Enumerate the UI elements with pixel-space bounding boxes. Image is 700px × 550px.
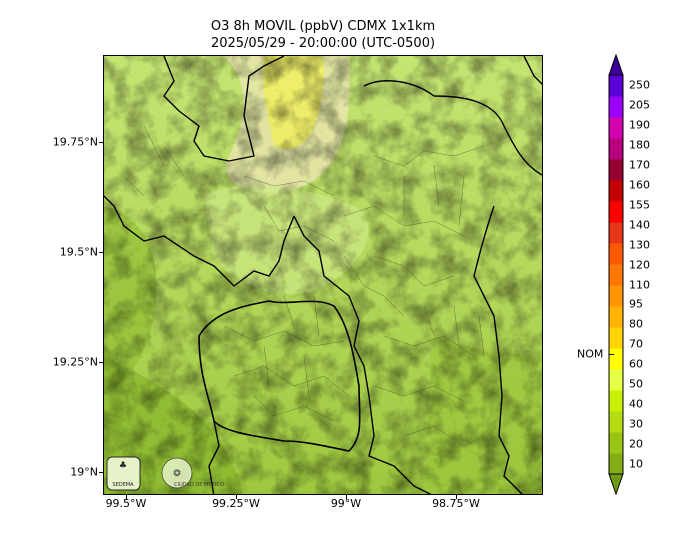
colorbar-tick-label: 120 bbox=[629, 258, 650, 271]
colorbar-segment bbox=[609, 222, 623, 244]
colorbar-segment bbox=[609, 432, 623, 454]
colorbar-segment bbox=[609, 327, 623, 349]
lon-tick-mark bbox=[456, 495, 457, 499]
colorbar-max-extension bbox=[608, 53, 624, 76]
cdmx-logo-text: CIUDAD DE MÉXICO bbox=[174, 480, 224, 488]
nom-label: NOM bbox=[577, 347, 604, 361]
colorbar-tick-label: 205 bbox=[629, 98, 650, 112]
lat-tick-label: 19.25°N bbox=[52, 355, 98, 369]
sedema-logo: ♣ SEDEMA bbox=[106, 456, 141, 491]
state-boundary bbox=[104, 195, 295, 287]
lat-tick-mark bbox=[99, 362, 103, 363]
state-boundary bbox=[163, 56, 230, 162]
colorbar-segment bbox=[609, 390, 623, 412]
colorbar-tick-label: 30 bbox=[629, 417, 643, 431]
ozone-colorbar bbox=[608, 53, 624, 496]
colorbar-outline bbox=[608, 74, 624, 475]
colorbar-tick-label: 180 bbox=[629, 138, 650, 152]
state-boundary bbox=[363, 80, 542, 176]
colorbar-segment bbox=[609, 306, 623, 328]
lon-tick-label: 98.75°W bbox=[432, 497, 480, 510]
colorbar-tick-label: 10 bbox=[629, 457, 643, 471]
tree-icon: ♣ bbox=[119, 461, 127, 471]
colorbar-segment bbox=[609, 180, 623, 202]
colorbar-tick-label: 40 bbox=[629, 397, 643, 411]
lat-tick-mark bbox=[99, 472, 103, 473]
colorbar-segment bbox=[609, 453, 623, 475]
ozone-map: ♣ SEDEMA ❂ CIUDAD DE MÉXICO bbox=[103, 55, 543, 495]
colorbar-min-extension bbox=[608, 473, 624, 496]
colorbar-segment bbox=[609, 285, 623, 307]
lon-tick-mark bbox=[346, 495, 347, 499]
cdmx-boundary bbox=[198, 300, 361, 452]
lat-tick-label: 19°N bbox=[70, 465, 98, 479]
colorbar-tick-label: 160 bbox=[629, 178, 650, 192]
colorbar-tick-label: 70 bbox=[629, 337, 643, 351]
colorbar-segment bbox=[609, 96, 623, 118]
municipal-boundaries bbox=[123, 125, 485, 447]
colorbar-tick-label: 250 bbox=[629, 78, 650, 92]
colorbar-tick-label: 110 bbox=[629, 278, 650, 291]
state-boundary bbox=[228, 56, 285, 162]
state-boundary bbox=[293, 215, 432, 494]
cdmx-logo: ❂ CIUDAD DE MÉXICO bbox=[161, 457, 224, 489]
lon-tick-mark bbox=[126, 495, 127, 499]
nom-tick-mark bbox=[609, 354, 614, 356]
colorbar-segment bbox=[609, 201, 623, 223]
colorbar-segment bbox=[609, 369, 623, 391]
chart-subtitle-timestamp: 2025/05/29 - 20:00:00 (UTC-0500) bbox=[210, 36, 436, 51]
colorbar-segment bbox=[609, 264, 623, 286]
colorbar-segment bbox=[609, 75, 623, 97]
chart-title: O3 8h MOVIL (ppbV) CDMX 1x1km bbox=[210, 19, 436, 34]
colorbar-segment bbox=[609, 138, 623, 160]
colorbar-tick-label: 20 bbox=[629, 437, 643, 451]
lon-tick-label: 99.5°W bbox=[105, 497, 147, 510]
lon-tick-mark bbox=[236, 495, 237, 499]
terrain-hillshade bbox=[104, 56, 542, 494]
lon-tick-label: 99.25°W bbox=[212, 497, 260, 510]
state-boundary bbox=[473, 205, 523, 494]
state-boundary bbox=[523, 56, 542, 85]
colorbar-tick-label: 60 bbox=[629, 357, 643, 371]
colorbar-tick-label: 95 bbox=[629, 297, 643, 311]
colorbar-segment bbox=[609, 411, 623, 433]
sedema-logo-text: SEDEMA bbox=[112, 482, 134, 488]
lat-tick-mark bbox=[99, 252, 103, 253]
colorbar-segment bbox=[609, 117, 623, 139]
lat-tick-label: 19.5°N bbox=[59, 245, 98, 259]
colorbar-tick-label: 80 bbox=[629, 317, 643, 331]
colorbar-segment bbox=[609, 348, 623, 370]
colorbar-tick-label: 140 bbox=[629, 218, 650, 232]
colorbar-tick-label: 155 bbox=[629, 198, 650, 212]
colorbar-tick-label: 170 bbox=[629, 158, 650, 172]
lon-tick-label: 99°W bbox=[330, 497, 362, 510]
colorbar-segment bbox=[609, 159, 623, 181]
colorbar-tick-label: 190 bbox=[629, 118, 650, 132]
lat-tick-label: 19.75°N bbox=[52, 135, 98, 149]
colorbar-tick-label: 130 bbox=[629, 238, 650, 252]
cdmx-seal-icon: ❂ bbox=[173, 469, 181, 479]
lat-tick-mark bbox=[99, 142, 103, 143]
state-boundary bbox=[208, 420, 220, 494]
colorbar-segment bbox=[609, 243, 623, 265]
colorbar-tick-label: 50 bbox=[629, 377, 643, 391]
